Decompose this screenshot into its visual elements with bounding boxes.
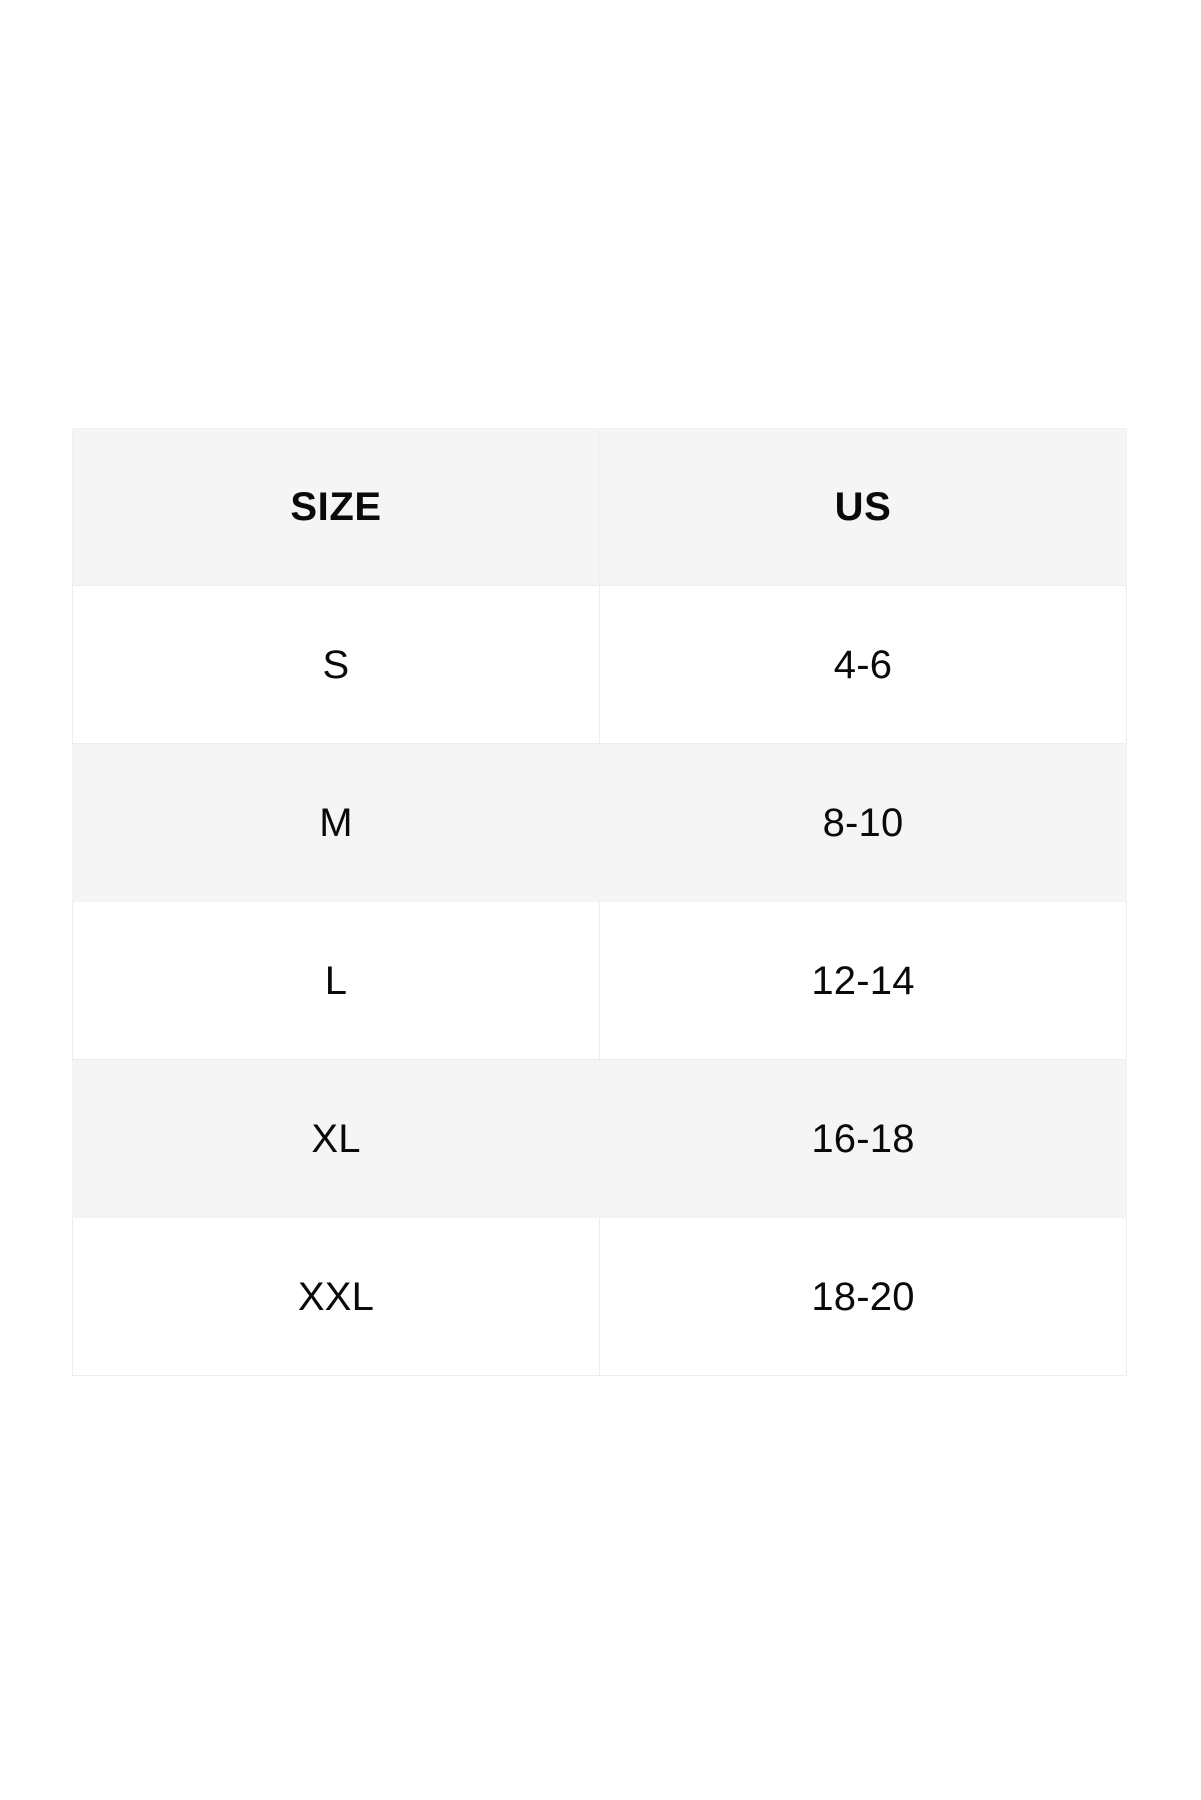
cell-size: XL xyxy=(72,1059,600,1218)
table-row: M 8-10 xyxy=(72,743,1127,902)
cell-size: S xyxy=(72,585,600,744)
table-row: S 4-6 xyxy=(72,585,1127,744)
cell-us-value: 4-6 xyxy=(833,642,893,687)
column-header-us-label: US xyxy=(834,485,892,529)
cell-us-value: 16-18 xyxy=(811,1116,915,1161)
size-chart-body: S 4-6 M 8-10 L xyxy=(72,585,1127,1376)
cell-size: XXL xyxy=(72,1217,600,1376)
size-chart-container: SIZE US S 4-6 xyxy=(72,428,1127,1376)
cell-size: L xyxy=(72,901,600,1060)
cell-us: 4-6 xyxy=(599,585,1127,744)
cell-us: 12-14 xyxy=(599,901,1127,1060)
table-row: XXL 18-20 xyxy=(72,1217,1127,1376)
cell-size: M xyxy=(72,743,600,902)
cell-size-value: S xyxy=(322,642,350,687)
column-header-size-label: SIZE xyxy=(290,485,382,529)
cell-us: 16-18 xyxy=(599,1059,1127,1218)
cell-us-value: 8-10 xyxy=(822,800,904,845)
column-header-size: SIZE xyxy=(72,428,600,586)
cell-us-value: 12-14 xyxy=(811,958,915,1003)
size-chart-header: SIZE US xyxy=(72,428,1127,586)
cell-us-value: 18-20 xyxy=(811,1274,915,1319)
cell-size-value: XXL xyxy=(297,1274,375,1319)
table-row: XL 16-18 xyxy=(72,1059,1127,1218)
table-header-row: SIZE US xyxy=(72,428,1127,586)
cell-us: 8-10 xyxy=(599,743,1127,902)
column-header-us: US xyxy=(599,428,1127,586)
cell-size-value: M xyxy=(319,800,353,845)
table-row: L 12-14 xyxy=(72,901,1127,1060)
cell-size-value: L xyxy=(324,958,348,1003)
size-chart-table: SIZE US S 4-6 xyxy=(72,428,1127,1376)
cell-size-value: XL xyxy=(311,1116,361,1161)
cell-us: 18-20 xyxy=(599,1217,1127,1376)
